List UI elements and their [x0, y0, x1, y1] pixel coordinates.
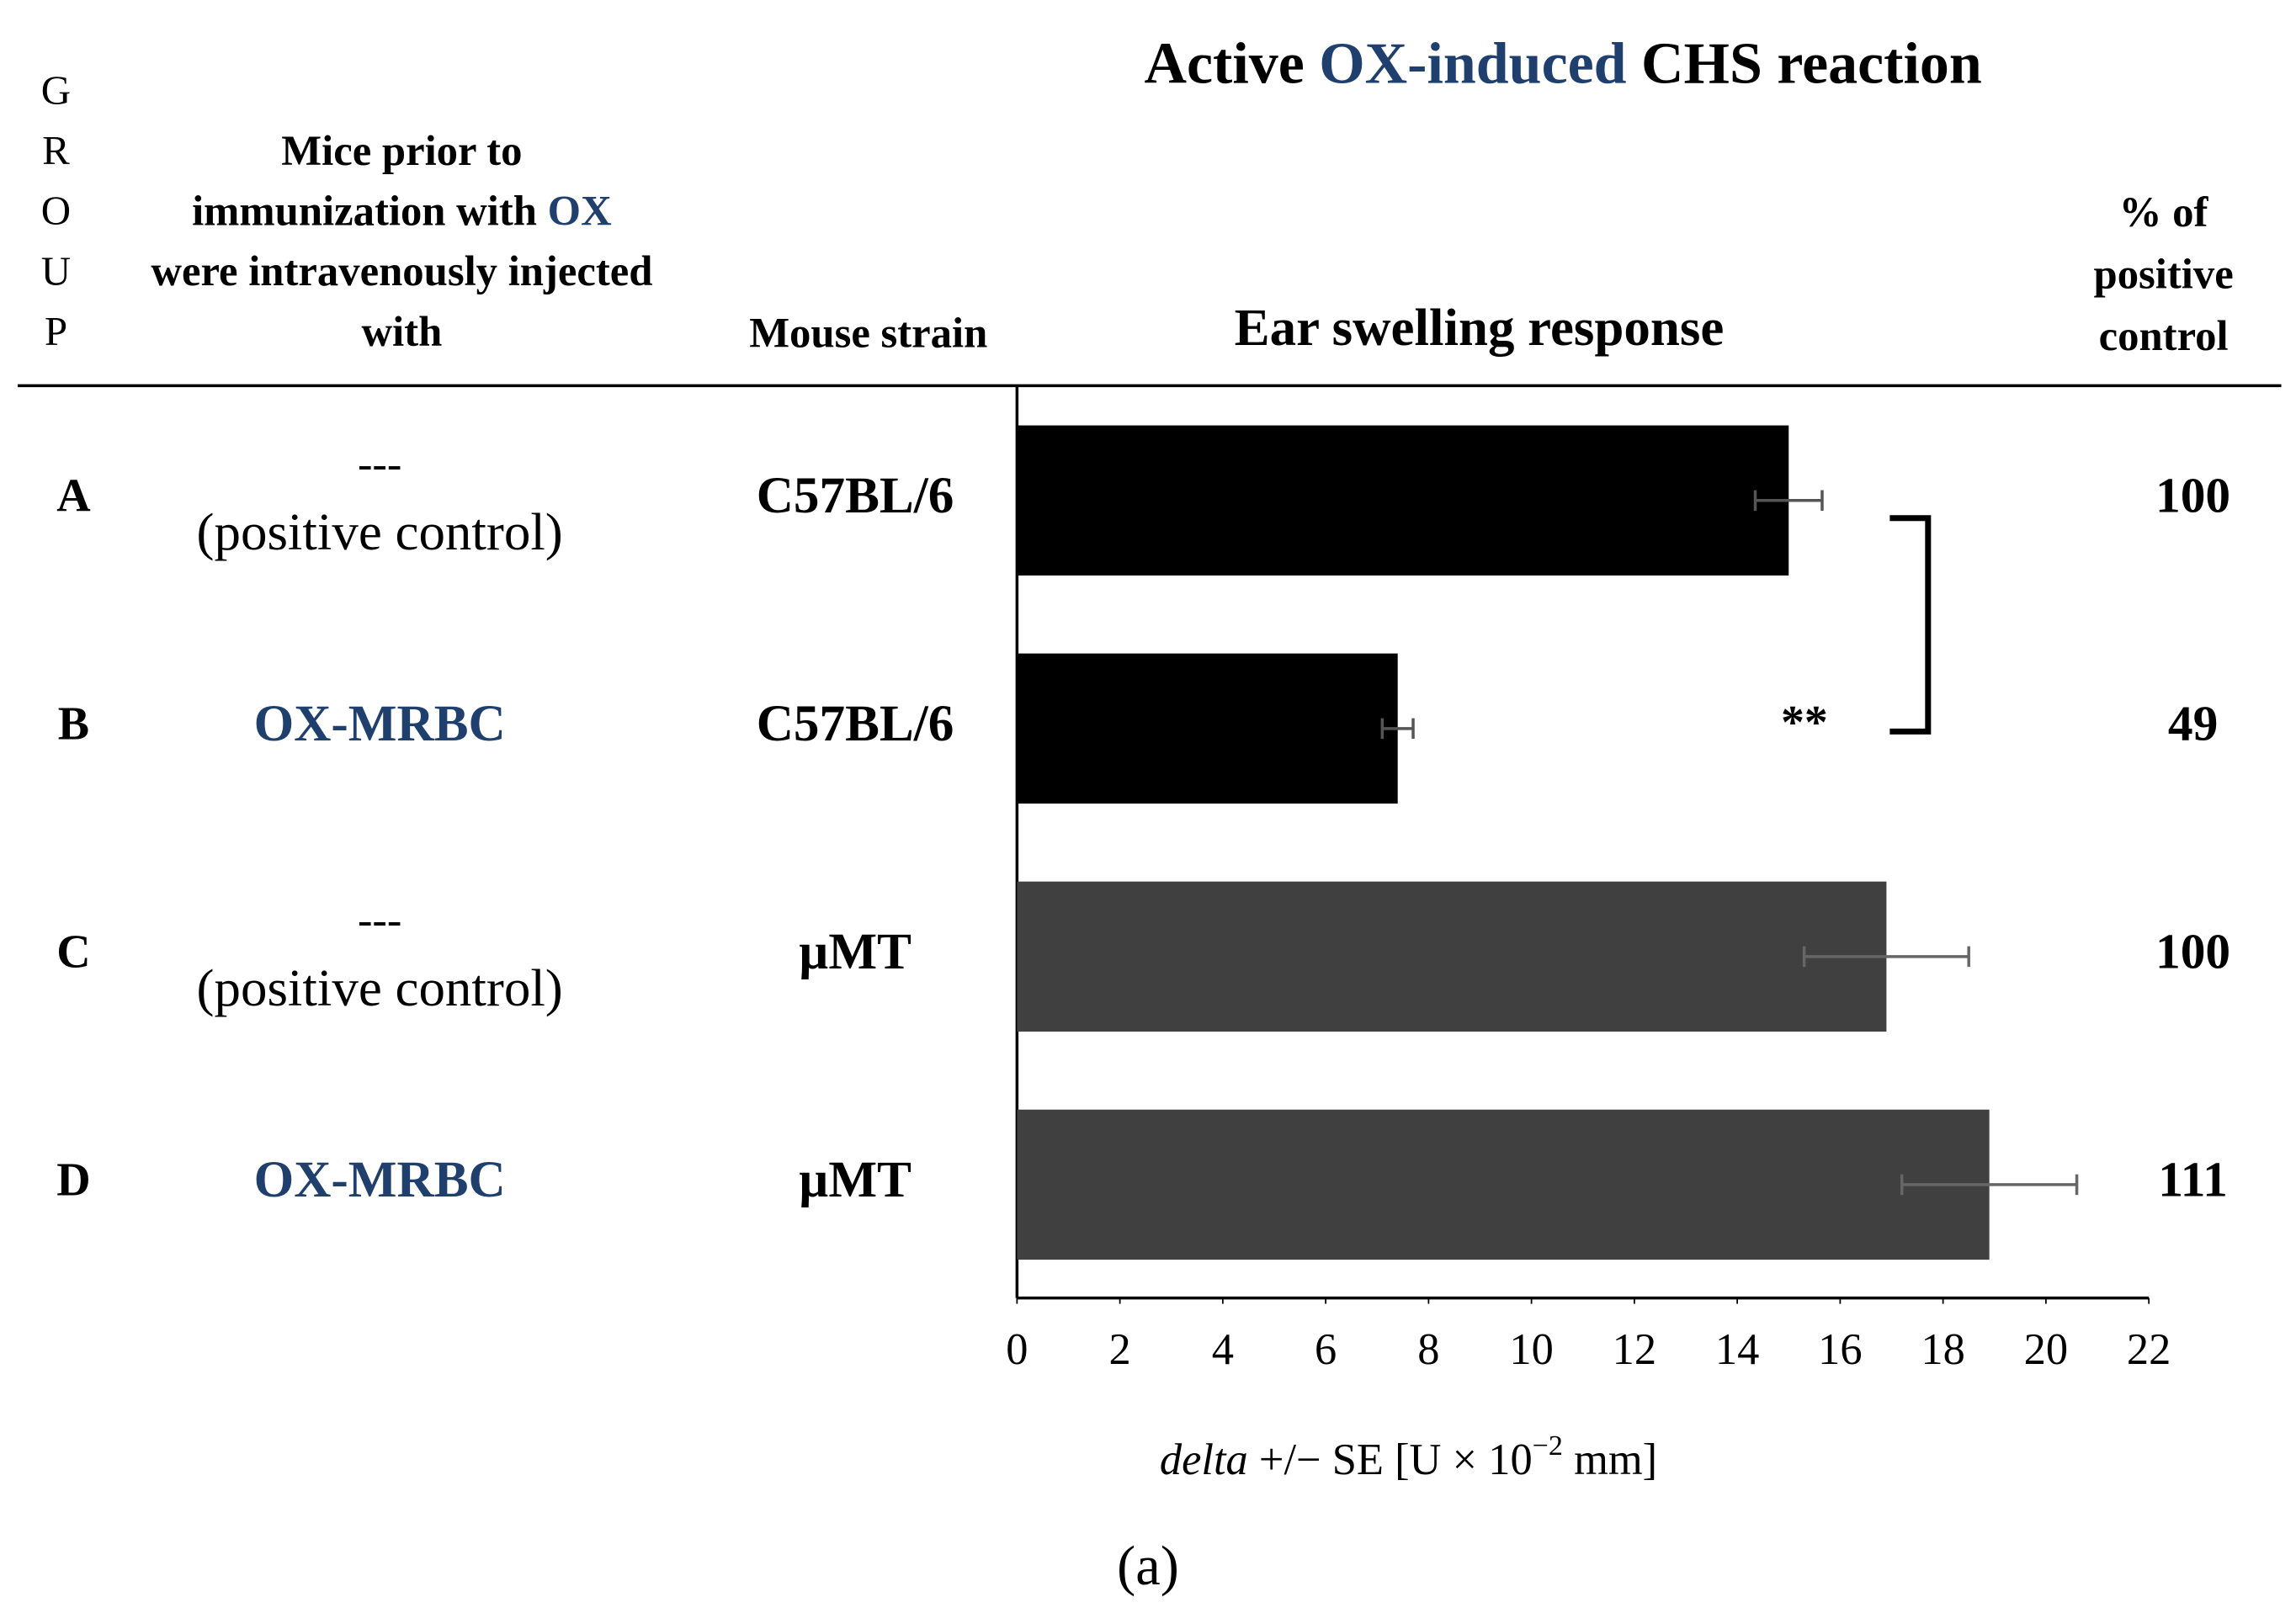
percent: 100 [2155, 924, 2230, 979]
x-tick-label: 0 [1006, 1325, 1028, 1374]
text-part: OX [548, 187, 612, 234]
strain: µMT [799, 1151, 911, 1208]
group-header-letter: R [42, 127, 70, 173]
text-part: Mice prior to [281, 126, 522, 173]
panel-label: (a) [1117, 1536, 1179, 1597]
x-tick-label: 16 [1818, 1325, 1862, 1374]
treatment: --- [358, 439, 401, 488]
x-tick-label: 6 [1315, 1325, 1337, 1374]
x-tick-label: 10 [1509, 1325, 1553, 1374]
chart-header: Ear swelling response [1235, 298, 1725, 357]
rich-text: Active OX-induced CHS reaction [1145, 31, 1982, 96]
group-label: B [58, 698, 89, 751]
x-tick-label: 14 [1715, 1325, 1759, 1374]
strain: C57BL/6 [757, 695, 954, 752]
x-tick-label: 20 [2024, 1325, 2068, 1374]
significance-label: ** [1781, 697, 1828, 749]
rich-text: Mice prior to [281, 126, 522, 173]
percent-header: positive [2094, 250, 2234, 297]
strain: µMT [799, 923, 911, 980]
treatment: OX-MRBC [254, 1151, 506, 1208]
group-label: A [56, 470, 90, 523]
group-label: C [56, 926, 90, 979]
bar [1017, 653, 1398, 804]
group-header-letter: U [41, 247, 71, 294]
rich-text: delta +/− SE [U × 10−2 mm] [1160, 1431, 1657, 1485]
group-header-letter: O [41, 188, 71, 234]
x-tick-label: 8 [1417, 1325, 1439, 1374]
treatment: (positive control) [197, 502, 563, 561]
x-tick-label: 22 [2127, 1325, 2171, 1374]
percent: 111 [2158, 1152, 2228, 1207]
bar [1017, 881, 1887, 1032]
treatment: OX-MRBC [254, 695, 506, 752]
percent-header: control [2099, 312, 2229, 359]
significance-bracket [1889, 515, 1932, 735]
text-part: were intravenously injected [151, 247, 652, 294]
text-part: −2 [1533, 1431, 1563, 1462]
group-label: D [56, 1154, 90, 1207]
text-part: mm] [1563, 1435, 1657, 1484]
x-tick-label: 18 [1921, 1325, 1964, 1374]
percent: 100 [2155, 467, 2230, 523]
text-part: immunization with [192, 187, 548, 234]
rich-text: immunization with OX [192, 187, 612, 234]
text-part: OX-induced [1319, 31, 1626, 96]
text-part: +/− SE [U × 10 [1248, 1435, 1533, 1484]
text-part: delta [1160, 1435, 1248, 1484]
rich-text: were intravenously injected [151, 247, 652, 294]
bar [1017, 1109, 1990, 1260]
strain: C57BL/6 [757, 467, 954, 524]
group-header-letter: G [41, 66, 71, 113]
strain-header: Mouse strain [749, 309, 987, 356]
x-tick-label: 4 [1212, 1325, 1234, 1374]
bar [1017, 425, 1789, 576]
treatment: --- [358, 895, 401, 944]
text-part: CHS reaction [1627, 31, 1982, 96]
x-tick-label: 12 [1613, 1325, 1656, 1374]
percent-header: % of [2119, 188, 2209, 236]
treatment: (positive control) [197, 958, 563, 1017]
x-tick-label: 2 [1108, 1325, 1130, 1374]
text-part: Active [1145, 31, 1320, 96]
rich-text: with [362, 308, 443, 355]
group-header-letter: P [45, 308, 67, 354]
text-part: with [362, 308, 443, 355]
percent: 49 [2168, 695, 2218, 751]
